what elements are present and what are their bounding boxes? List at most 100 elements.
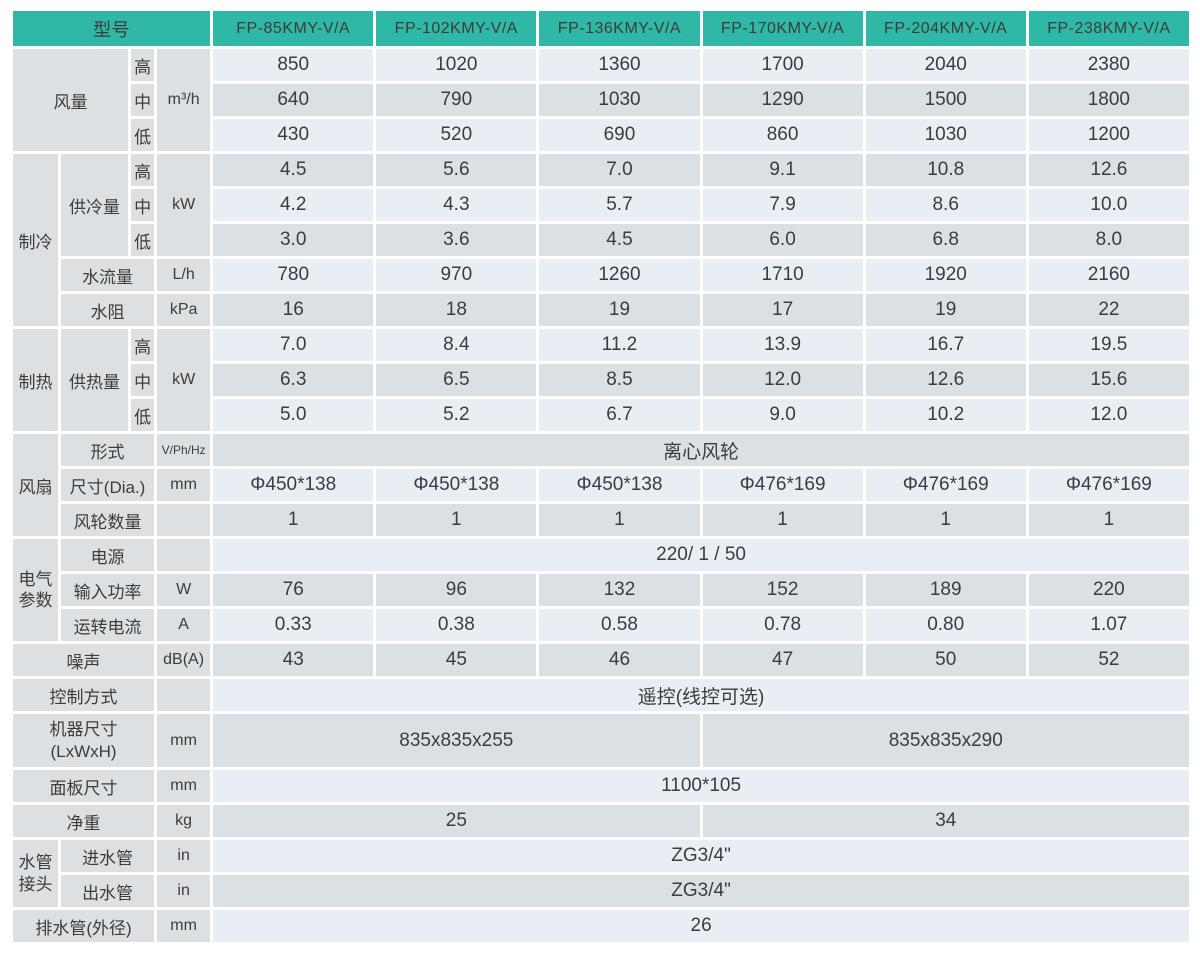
control-mode-row: 控制方式 遥控(线控可选) — [9, 676, 1192, 714]
cooling-capacity-high-row: 制冷 供冷量 高 kW 4.5 5.6 7.0 9.1 10.8 12.6 — [9, 151, 1193, 329]
unit-empty — [154, 676, 214, 714]
spec-value-cell: 50 — [862, 641, 1029, 679]
spec-value-cell: 970 — [373, 256, 540, 294]
spec-value-cell: 0.38 — [373, 606, 540, 644]
outlet-pipe-row: 出水管 in ZG3/4" — [12, 872, 1192, 910]
spec-value-cell: 16.7 — [862, 326, 1029, 364]
row-label-cooling-capacity: 供冷量 — [58, 151, 132, 259]
spec-value-cell: 1 — [536, 501, 703, 539]
unit-input-power: W — [154, 571, 214, 609]
airflow-low-row: 低 430 520 690 860 1030 1200 — [12, 116, 1193, 154]
spec-value-cell: 189 — [862, 571, 1029, 609]
spec-value-cell: 1030 — [862, 116, 1029, 154]
spec-value-cell: 12.6 — [862, 361, 1029, 399]
spec-value-cell: 1200 — [1025, 116, 1193, 154]
row-label-running-current: 运转电流 — [58, 606, 158, 644]
spec-value-cell: 96 — [373, 571, 540, 609]
spec-value-cell: 152 — [699, 571, 866, 609]
speed-label-high: 高 — [128, 46, 158, 84]
spec-value-cell: 6.5 — [373, 361, 540, 399]
spec-value-cell: 17 — [699, 291, 866, 329]
spec-value-cell: 25 — [210, 802, 703, 840]
unit-airflow: m³/h — [154, 46, 214, 154]
spec-value-cell: 12.0 — [1025, 396, 1193, 434]
row-label-control-mode: 控制方式 — [9, 676, 158, 714]
model-header-cell: FP-102KMY-V/A — [373, 8, 540, 49]
spec-value-cell: 4.3 — [373, 186, 540, 224]
spec-value-cell: 52 — [1025, 641, 1193, 679]
spec-value-cell: 13.9 — [699, 326, 866, 364]
spec-value-cell: 5.7 — [536, 186, 703, 224]
speed-label-low: 低 — [128, 116, 158, 154]
spec-value-cell: 132 — [536, 571, 703, 609]
spec-value-cell: 1 — [373, 501, 540, 539]
inlet-pipe-row: 水管 接头 进水管 in ZG3/4" — [9, 837, 1192, 910]
spec-value-cell: 1 — [1025, 501, 1193, 539]
heating-capacity-mid-row: 中 6.3 6.5 8.5 12.0 12.6 15.6 — [12, 361, 1193, 399]
speed-label-mid: 中 — [128, 81, 158, 119]
spec-value-cell: 18 — [373, 291, 540, 329]
spec-value-cell: 6.7 — [536, 396, 703, 434]
spec-value-cell: 430 — [210, 116, 377, 154]
speed-label-high: 高 — [128, 326, 158, 364]
spec-value-cell: 1920 — [862, 256, 1029, 294]
row-label-water-resistance: 水阻 — [58, 291, 158, 329]
spec-value-cell: 0.80 — [862, 606, 1029, 644]
spec-value-cell: 45 — [373, 641, 540, 679]
spec-value-cell: 1 — [210, 501, 377, 539]
row-label-fan-size: 尺寸(Dia.) — [58, 466, 158, 504]
speed-label-mid: 中 — [128, 361, 158, 399]
net-weight-row: 净重 kg 25 34 — [9, 802, 1193, 840]
spec-value-cell: 860 — [699, 116, 866, 154]
spec-value-cell: 12.6 — [1025, 151, 1193, 189]
water-resistance-row: 水阻 kPa 16 18 19 17 19 22 — [12, 291, 1193, 329]
spec-value-cell: Φ450*138 — [536, 466, 703, 504]
spec-value-cell: 12.0 — [699, 361, 866, 399]
row-label-fan-wheel-count: 风轮数量 — [58, 501, 158, 539]
spec-value-cell: 1360 — [536, 46, 703, 84]
spec-value-cell: Φ450*138 — [373, 466, 540, 504]
spec-value-cell: 43 — [210, 641, 377, 679]
unit-water-flow: L/h — [154, 256, 214, 294]
section-label-cooling: 制冷 — [9, 151, 62, 329]
spec-value-cell: 850 — [210, 46, 377, 84]
spec-value-cell: 26 — [210, 907, 1192, 945]
model-header-cell: FP-170KMY-V/A — [699, 8, 866, 49]
spec-value-cell: ZG3/4" — [210, 837, 1192, 875]
row-label-unit-size: 机器尺寸 (LxWxH) — [9, 711, 158, 770]
unit-fan-size: mm — [154, 466, 214, 504]
spec-value-cell: 15.6 — [1025, 361, 1193, 399]
panel-size-row: 面板尺寸 mm 1100*105 — [9, 767, 1192, 805]
unit-cooling-capacity: kW — [154, 151, 214, 259]
spec-value-cell: 0.58 — [536, 606, 703, 644]
running-current-row: 运转电流 A 0.33 0.38 0.58 0.78 0.80 1.07 — [12, 606, 1193, 644]
unit-unit-size: mm — [154, 711, 214, 770]
model-column-label: 型号 — [9, 8, 214, 49]
spec-value-cell: 640 — [210, 81, 377, 119]
unit-running-current: A — [154, 606, 214, 644]
speed-label-mid: 中 — [128, 186, 158, 224]
fan-type-row: 风扇 形式 V/Ph/Hz 离心风轮 — [9, 431, 1192, 539]
model-header-cell: FP-85KMY-V/A — [210, 8, 377, 49]
spec-value-cell: 1100*105 — [210, 767, 1192, 805]
spec-value-cell: 遥控(线控可选) — [210, 676, 1192, 714]
power-supply-row: 电气 参数 电源 220/ 1 / 50 — [9, 536, 1192, 644]
spec-value-cell: 7.0 — [536, 151, 703, 189]
spec-value-cell: 520 — [373, 116, 540, 154]
spec-value-cell: 9.1 — [699, 151, 866, 189]
spec-value-cell: 6.3 — [210, 361, 377, 399]
table-header-row: 型号 FP-85KMY-V/A FP-102KMY-V/A FP-136KMY-… — [9, 8, 1193, 49]
spec-value-cell: 22 — [1025, 291, 1193, 329]
spec-value-cell: 3.6 — [373, 221, 540, 259]
model-header-cell: FP-238KMY-V/A — [1025, 8, 1193, 49]
unit-panel-size: mm — [154, 767, 214, 805]
spec-value-cell: 1030 — [536, 81, 703, 119]
heating-capacity-high-row: 制热 供热量 高 kW 7.0 8.4 11.2 13.9 16.7 19.5 — [9, 326, 1193, 434]
spec-value-cell: 2160 — [1025, 256, 1193, 294]
spec-value-cell: 7.0 — [210, 326, 377, 364]
spec-value-cell: 47 — [699, 641, 866, 679]
spec-value-cell: 19.5 — [1025, 326, 1193, 364]
noise-row: 噪声 dB(A) 43 45 46 47 50 52 — [9, 641, 1193, 679]
drain-pipe-row: 排水管(外径) mm 26 — [9, 907, 1192, 945]
